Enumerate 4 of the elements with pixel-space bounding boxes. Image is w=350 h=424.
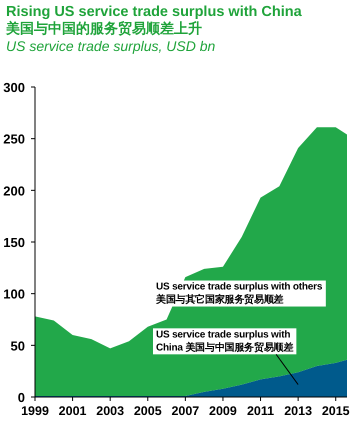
subtitle: 美国与中国的服务贸易顺差上升 <box>6 20 202 36</box>
ylabel: US service trade surplus, USD bn <box>6 38 216 54</box>
title: Rising US service trade surplus with China <box>6 4 302 20</box>
series-label: US service trade surplus with China 美国与中国服务贸易顺差 <box>156 329 294 354</box>
